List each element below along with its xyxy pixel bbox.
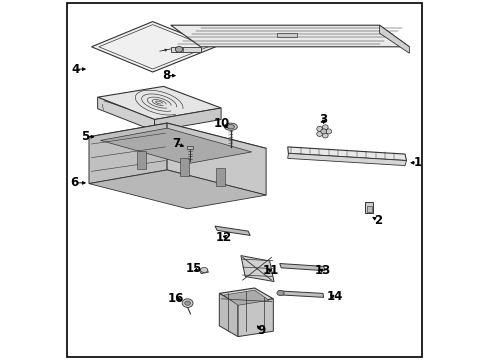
Text: 6: 6 [70,176,79,189]
Polygon shape [219,293,238,337]
Polygon shape [154,108,221,131]
Text: 15: 15 [185,262,201,275]
Text: 16: 16 [167,292,184,305]
Polygon shape [215,226,250,235]
Ellipse shape [224,123,237,130]
Polygon shape [238,299,273,337]
Ellipse shape [316,126,322,131]
Ellipse shape [316,131,322,136]
Polygon shape [98,86,221,120]
Ellipse shape [175,46,182,52]
Ellipse shape [276,291,284,296]
Polygon shape [379,25,408,53]
Ellipse shape [320,129,326,134]
Bar [215,168,224,186]
Text: 13: 13 [314,264,330,277]
Text: 4: 4 [71,63,79,76]
Bar [186,146,192,149]
Polygon shape [170,25,408,47]
Ellipse shape [227,125,234,129]
Polygon shape [279,264,325,271]
Text: 8: 8 [162,69,170,82]
Bar [366,206,371,212]
Polygon shape [167,123,265,195]
Text: 5: 5 [81,130,89,143]
Text: 3: 3 [319,113,327,126]
Text: 2: 2 [373,214,381,227]
Text: 14: 14 [325,291,342,303]
Text: 12: 12 [215,231,231,244]
Polygon shape [219,288,273,304]
Ellipse shape [325,129,331,134]
Polygon shape [89,123,265,163]
Bar [176,47,182,52]
Ellipse shape [322,125,327,130]
Polygon shape [278,291,323,297]
Ellipse shape [200,267,207,273]
Bar [365,202,373,213]
Polygon shape [101,128,251,164]
Text: 11: 11 [262,264,278,277]
Text: 7: 7 [172,137,180,150]
Polygon shape [287,147,406,161]
Ellipse shape [184,301,190,305]
Polygon shape [223,290,268,305]
Text: 9: 9 [257,324,265,337]
Polygon shape [89,170,265,209]
Bar [179,158,188,176]
Polygon shape [89,123,167,184]
Ellipse shape [322,133,327,138]
Polygon shape [241,256,273,282]
Polygon shape [287,153,406,166]
Ellipse shape [182,299,193,307]
Bar [136,151,145,169]
Text: 1: 1 [412,156,421,169]
Polygon shape [91,22,215,72]
Polygon shape [98,97,154,131]
Bar [276,33,296,37]
Text: 10: 10 [214,117,230,130]
Polygon shape [199,269,208,274]
Polygon shape [170,47,200,52]
Polygon shape [287,153,288,158]
